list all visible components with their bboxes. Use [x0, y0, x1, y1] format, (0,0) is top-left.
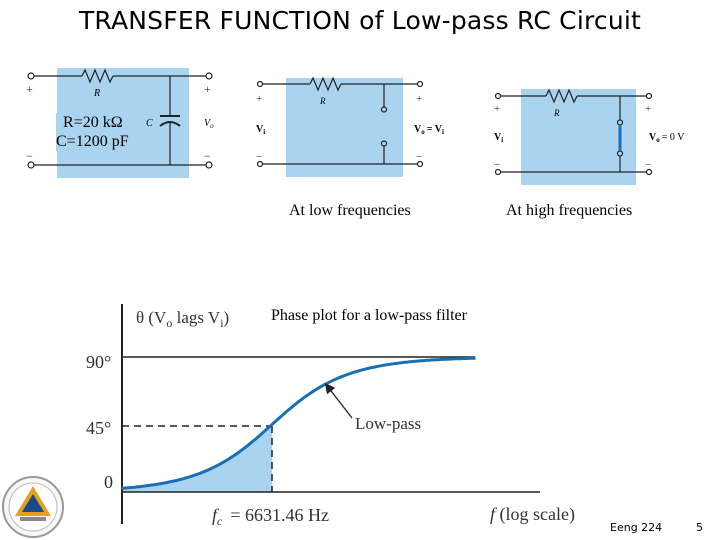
annotation-arrow — [324, 382, 353, 419]
y-tick-90: 90° — [86, 352, 111, 372]
resistor-value: R=20 kΩ — [63, 114, 123, 131]
circuit2-minus-left: − — [256, 151, 262, 163]
y-tick-45: 45° — [86, 418, 111, 438]
circuit3-equals: = 0 V — [662, 132, 685, 143]
y-tick-0: 0 — [104, 472, 113, 492]
circuit2-output-label: V — [414, 124, 422, 135]
capacitor-value: C=1200 pF — [56, 133, 129, 150]
circuit2-plus-right: + — [416, 93, 422, 105]
circuit2-input-label: V — [256, 124, 264, 135]
circuit1-minus-left: − — [26, 149, 33, 163]
circuit3-output-label: V — [649, 132, 657, 143]
circuit3-minus-right: − — [645, 159, 651, 171]
circuit3-resistor-label: R — [553, 108, 560, 118]
svg-text:Vo= 0 V: Vo = 0 V — [649, 132, 685, 144]
slide-title: TRANSFER FUNCTION of Low-pass RC Circuit — [78, 6, 642, 35]
x-axis-label: f — [490, 504, 498, 524]
fc-value: = 6631.46 Hz — [230, 505, 329, 525]
y-axis-label: θ (V — [136, 308, 167, 327]
component-values: R=20 kΩ C=1200 pF — [56, 113, 129, 151]
circuit1-resistor-label: R — [93, 88, 100, 99]
footer-page-number: 5 — [696, 521, 703, 534]
circuit2-output-sub: o — [421, 128, 425, 136]
y-axis-label-end: ) — [224, 308, 230, 327]
svg-text:θ (Vo lags Vi): θ (Vo lags Vi) — [136, 308, 229, 330]
circuit3-diagram-high-freq: R + + − − Vi Vo = 0 V — [494, 88, 685, 176]
circuit2-plus-left: + — [256, 93, 262, 105]
svg-text:Vo= Vi: Vo = Vi — [414, 124, 444, 136]
circuit1-diagram: R C + + − − Vo — [26, 68, 214, 169]
circuit1-minus-right: − — [204, 149, 211, 163]
circuit3-plus-left: + — [494, 103, 500, 115]
circuit2-input-sub: i — [263, 128, 265, 136]
circuit3-minus-left: − — [494, 159, 500, 171]
circuit1-output-label: V — [204, 118, 212, 129]
fc-label-sub: c — [217, 514, 223, 528]
svg-text:Vi: Vi — [494, 132, 503, 144]
circuit3-input-label: V — [494, 132, 502, 143]
circuit1-output-sub: o — [210, 122, 214, 130]
phase-curve — [121, 356, 476, 490]
circuit3-background — [521, 89, 636, 185]
circuit3-input-sub: i — [501, 136, 503, 144]
circuit3-output-sub: o — [656, 136, 660, 144]
circuit2-eq-sub: i — [442, 128, 444, 136]
caption-phase-plot: Phase plot for a low-pass filter — [271, 307, 467, 324]
circuit2-equals: = V — [427, 124, 443, 135]
circuit2-minus-right: − — [416, 151, 422, 163]
caption-high-frequencies: At high frequencies — [506, 202, 633, 219]
svg-text:f (log scale): f (log scale) — [490, 504, 575, 525]
circuit1-plus-right: + — [204, 82, 211, 96]
circuit2-resistor-label: R — [319, 96, 326, 106]
circuit1-plus-left: + — [26, 82, 33, 96]
circuit3-plus-right: + — [645, 103, 651, 115]
circuit2-diagram-low-freq: R + + − − Vi Vo = Vi — [256, 76, 444, 168]
y-axis-label-sub-o: o — [166, 316, 172, 330]
fc-label: f — [212, 505, 220, 525]
svg-text:fc= 6631.46 Hz: fc = 6631.46 Hz — [212, 505, 329, 528]
y-axis-label-sub-i: i — [220, 316, 224, 330]
annotation-low-pass: Low-pass — [355, 414, 421, 433]
circuit1-capacitor-label: C — [146, 118, 153, 129]
x-axis-label-suffix: (log scale) — [495, 504, 575, 525]
phase-plot: Low-pass 90° 45° 0 θ (Vo lags Vi) fc = 66… — [86, 304, 575, 528]
svg-text:Vi: Vi — [256, 124, 265, 136]
footer-course: Eeng 224 — [610, 521, 663, 534]
svg-text:Vo: Vo — [204, 118, 214, 130]
university-logo — [2, 476, 64, 538]
y-axis-label-mid: lags V — [172, 308, 221, 327]
area-below-fc — [121, 424, 272, 492]
caption-low-frequencies: At low frequencies — [289, 202, 411, 219]
